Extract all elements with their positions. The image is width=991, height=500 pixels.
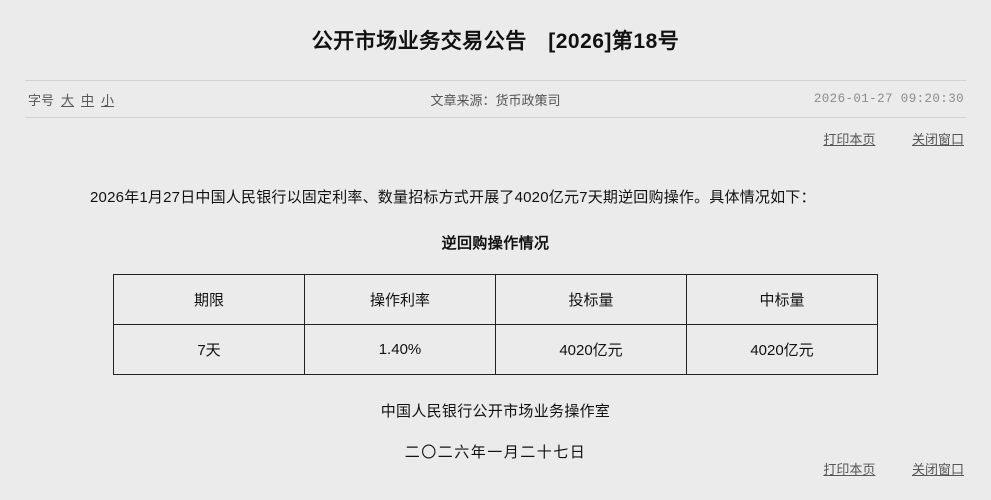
column-header-term: 期限	[113, 274, 305, 326]
print-page-link-bottom[interactable]: 打印本页	[823, 462, 876, 477]
cell-bid-volume: 4020亿元	[495, 324, 687, 376]
bottom-action-links: 打印本页 关闭窗口	[790, 459, 991, 478]
font-size-control: 字号 大 中 小	[25, 90, 114, 109]
top-action-links: 打印本页 关闭窗口	[0, 129, 991, 148]
close-window-link[interactable]: 关闭窗口	[911, 132, 964, 148]
reverse-repo-table: 期限 操作利率 投标量 中标量 7天 1.40% 4020亿元 4020亿元	[113, 274, 878, 376]
print-page-link[interactable]: 打印本页	[823, 132, 876, 148]
font-size-medium-link[interactable]: 中	[81, 92, 95, 108]
cell-rate: 1.40%	[304, 324, 496, 376]
table-row: 7天 1.40% 4020亿元 4020亿元	[113, 324, 878, 376]
close-window-link-bottom[interactable]: 关闭窗口	[911, 462, 964, 477]
font-size-label: 字号	[28, 92, 55, 108]
issuing-date: 二〇二六年一月二十七日	[404, 444, 587, 462]
table-caption: 逆回购操作情况	[441, 235, 550, 253]
issuing-organization: 中国人民银行公开市场业务操作室	[380, 403, 611, 421]
column-header-bid-volume: 投标量	[495, 274, 687, 326]
cell-term: 7天	[113, 324, 305, 376]
font-size-large-link[interactable]: 大	[61, 92, 75, 108]
cell-winning-volume: 4020亿元	[686, 324, 878, 376]
publish-timestamp: 2026-01-27 09:20:30	[813, 92, 964, 107]
page-title: 公开市场业务交易公告 [2026]第18号	[311, 30, 680, 53]
column-header-winning-volume: 中标量	[686, 274, 878, 326]
table-header-row: 期限 操作利率 投标量 中标量	[113, 274, 878, 326]
font-size-small-link[interactable]: 小	[101, 92, 115, 108]
column-header-rate: 操作利率	[304, 274, 496, 326]
article-body: 2026年1月27日中国人民银行以固定利率、数量招标方式开展了4020亿元7天期…	[60, 185, 931, 462]
announcement-paragraph: 2026年1月27日中国人民银行以固定利率、数量招标方式开展了4020亿元7天期…	[90, 189, 816, 207]
article-meta-bar: 字号 大 中 小 文章来源：货币政策司 2026-01-27 09:20:30	[25, 80, 966, 119]
